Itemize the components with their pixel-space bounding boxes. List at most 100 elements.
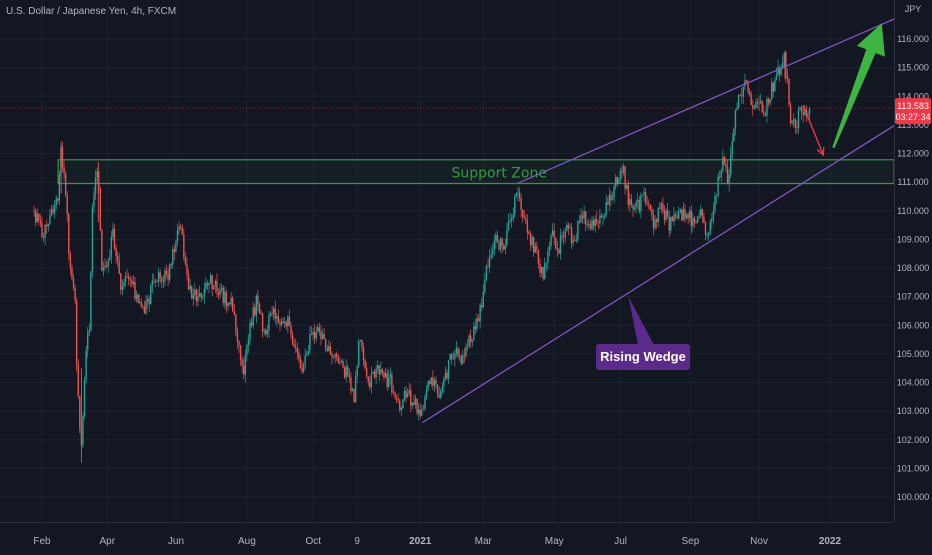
candle-body bbox=[247, 339, 250, 345]
candle-body bbox=[640, 195, 642, 211]
candle-body bbox=[112, 228, 114, 237]
candle-body bbox=[243, 365, 245, 375]
candle-body bbox=[594, 218, 596, 227]
candle-body bbox=[416, 398, 418, 414]
candle-body bbox=[435, 379, 437, 385]
candle-body bbox=[265, 330, 267, 335]
candle-body bbox=[239, 345, 242, 360]
candle-body bbox=[137, 294, 139, 303]
candle-body bbox=[79, 396, 81, 430]
candle-body bbox=[184, 257, 187, 265]
candle-body bbox=[157, 272, 160, 282]
support-zone-label: Support Zone bbox=[452, 166, 547, 182]
candle-body bbox=[548, 245, 551, 252]
candle-body bbox=[274, 308, 276, 319]
candle-body bbox=[786, 75, 789, 79]
candle-body bbox=[618, 179, 620, 184]
price-tick-label: 105.000 bbox=[897, 349, 930, 359]
current-price-tag bbox=[895, 98, 931, 125]
candle-body bbox=[659, 208, 661, 209]
candle-body bbox=[109, 256, 111, 260]
candle-body bbox=[528, 232, 530, 234]
candle-body bbox=[343, 367, 346, 378]
time-tick-label: Sep bbox=[682, 536, 700, 547]
candle-body bbox=[624, 166, 626, 189]
candle-body bbox=[474, 326, 477, 329]
price-tick-label: 102.000 bbox=[897, 435, 930, 445]
candle-body bbox=[685, 214, 688, 219]
candle-body bbox=[449, 354, 451, 361]
time-axis-ticks: Feb Apr Jun Aug Oct 9 2021 Mar May Jul Sep Nov 2022 bbox=[33, 536, 841, 547]
candle-body bbox=[148, 298, 150, 305]
candle-body bbox=[602, 217, 604, 218]
candle-body bbox=[380, 369, 382, 375]
candle-body bbox=[770, 82, 773, 100]
candle-body bbox=[789, 104, 792, 124]
rising-wedge-label: Rising Wedge bbox=[600, 349, 686, 364]
candle-body bbox=[785, 52, 787, 76]
time-axis[interactable] bbox=[0, 522, 932, 550]
candle-body bbox=[737, 95, 740, 108]
candle-body bbox=[455, 348, 458, 354]
candle-body bbox=[804, 108, 806, 115]
candle-body bbox=[77, 364, 79, 397]
price-tick-label: 103.000 bbox=[897, 406, 930, 416]
price-axis[interactable] bbox=[894, 0, 932, 522]
candle-body bbox=[730, 154, 732, 175]
candle-body bbox=[481, 305, 483, 308]
candle-body bbox=[425, 389, 428, 397]
candle-body bbox=[655, 219, 658, 223]
candle-body bbox=[542, 267, 544, 279]
candle-body bbox=[203, 288, 206, 297]
candle-body bbox=[558, 249, 560, 254]
chart-title: U.S. Dollar / Japanese Yen, 4h, FXCM bbox=[6, 6, 176, 17]
candle-body bbox=[331, 353, 333, 357]
candle-body bbox=[509, 220, 511, 222]
candle-body bbox=[564, 231, 566, 238]
candle-body bbox=[769, 99, 771, 104]
candle-body bbox=[250, 322, 253, 326]
candle-body bbox=[263, 330, 265, 332]
candle-body bbox=[793, 119, 795, 121]
candle-body bbox=[38, 213, 40, 221]
candle-body bbox=[236, 331, 239, 342]
candle-body bbox=[682, 209, 685, 221]
projection-arrows bbox=[802, 23, 885, 157]
candle-body bbox=[419, 409, 421, 416]
candle-body bbox=[413, 402, 415, 406]
candle-body bbox=[129, 279, 131, 281]
candle-body bbox=[249, 322, 251, 340]
candle-body bbox=[569, 227, 571, 229]
candle-body bbox=[479, 305, 481, 322]
candle-body bbox=[707, 234, 710, 235]
candle-body bbox=[537, 249, 540, 264]
candle-body bbox=[140, 302, 142, 307]
candle-body bbox=[369, 381, 371, 388]
candle-body bbox=[720, 170, 722, 177]
candle-body bbox=[187, 274, 190, 290]
candle-body bbox=[488, 257, 491, 267]
candle-body bbox=[123, 282, 125, 287]
candle-body bbox=[134, 282, 136, 299]
candle-body bbox=[269, 313, 272, 316]
candle-body bbox=[49, 215, 51, 224]
candle-body bbox=[362, 346, 365, 361]
candle-body bbox=[359, 340, 362, 342]
candle-body bbox=[619, 170, 622, 180]
candle-body bbox=[580, 215, 582, 223]
candle-body bbox=[766, 98, 768, 116]
candle-body bbox=[172, 249, 174, 265]
candle-body bbox=[531, 237, 533, 246]
candle-body bbox=[725, 164, 727, 167]
candle-body bbox=[444, 372, 447, 379]
candle-body bbox=[775, 75, 778, 81]
candle-body bbox=[83, 379, 86, 417]
candle-body bbox=[573, 240, 576, 242]
candle-body bbox=[671, 216, 674, 222]
rising-wedge-callout[interactable]: Rising Wedge bbox=[596, 296, 690, 370]
candle-body bbox=[364, 360, 366, 369]
candle-body bbox=[381, 369, 384, 373]
candle-body bbox=[687, 214, 689, 219]
